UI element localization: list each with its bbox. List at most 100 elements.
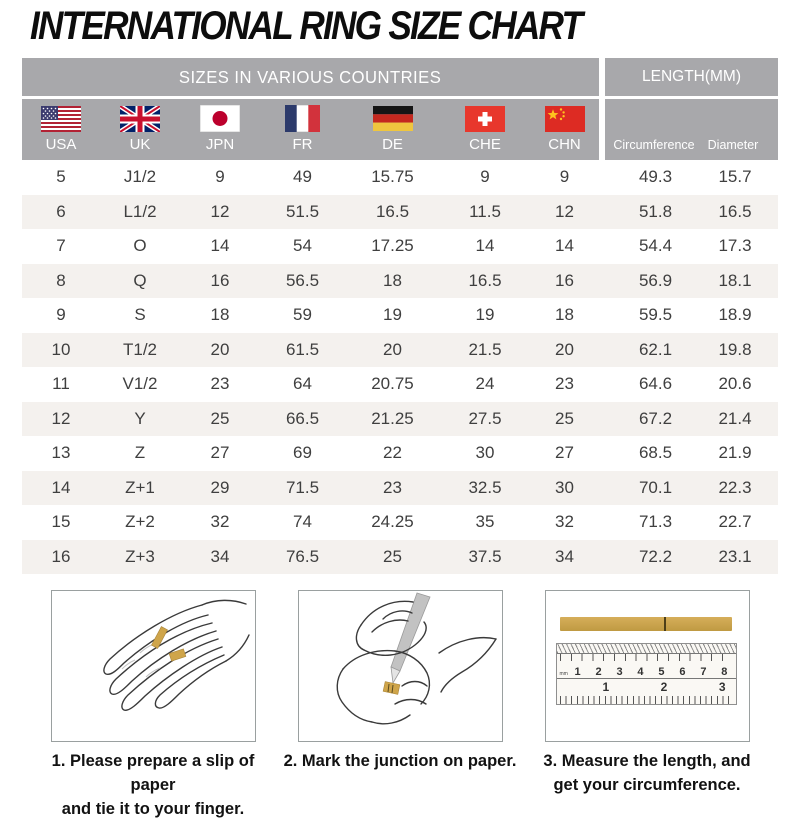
column-label-uk: UK [129,136,151,153]
column-header-de: DE [345,99,440,160]
caption-line: 1. Please prepare a slip of paper [51,752,255,794]
table-cell: 56.5 [285,270,320,290]
germany-flag-icon [372,105,413,132]
table-row: 6 L1/2 12 51.5 16.5 11.5 12 51.8 16.5 [22,194,778,229]
table-cell: 6 [56,201,66,221]
table-row: 16 Z+3 34 76.5 25 37.5 34 72.2 23.1 [22,539,778,574]
usa-flag-icon [41,105,81,132]
pen-marking-icon [336,592,497,725]
table-cell: 16.5 [468,270,502,290]
table-cell: 71.5 [285,477,320,497]
table-cell: 51.8 [638,201,673,221]
table-cell: 14 [475,236,495,255]
table-cell: 70.1 [638,477,673,497]
column-label-usa: USA [45,136,77,153]
table-cell: 25 [210,408,230,428]
header-divider [599,99,605,160]
ruler-cm-numbers: 1 2 3 4 5 6 7 8 [557,666,736,678]
caption-line: get your circumference. [553,775,741,794]
table-cell: 25 [383,546,402,566]
instruction-caption-3: 3. Measure the length, and get your circ… [543,750,750,798]
ruler-number: 2 [660,680,668,694]
table-row: 15 Z+2 32 74 24.25 35 32 71.3 22.7 [22,505,778,540]
table-cell: 34 [555,546,574,566]
column-label-jpn: JPN [205,136,235,153]
table-cell: 11.5 [469,201,501,221]
table-cell: 9 [559,167,570,186]
paper-strip [559,617,732,631]
table-cell: 8 [56,270,66,290]
instructions-section: 1. Please prepare a slip of paper and ti… [0,590,800,822]
table-cell: 66.5 [285,408,320,428]
ruler-number: 4 [637,666,644,678]
ring-size-table: SIZES IN VARIOUS COUNTRIES LENGTH(MM) [22,58,778,574]
table-cell: 32.5 [468,477,502,497]
ruler-number: 8 [721,666,728,678]
table-cell: 27 [210,443,230,462]
column-header-usa: USA [22,99,100,160]
table-cell: 22.7 [718,512,752,531]
group-header-sizes: SIZES IN VARIOUS COUNTRIES [22,58,599,96]
page-title: INTERNATIONAL RING SIZE CHART [30,4,583,48]
caption-line: 2. Mark the junction on paper. [283,752,517,770]
table-cell: 13 [51,443,71,462]
column-label-chn: CHN [548,136,581,153]
table-row: 5 J1/2 9 49 15.75 9 9 49.3 15.7 [22,160,778,195]
table-cell: 37.5 [468,546,502,566]
table-row: 13 Z 27 69 22 30 27 68.5 21.9 [22,436,778,471]
japan-flag-icon [200,105,240,132]
table-cell: 21.25 [371,408,414,428]
group-header-length: LENGTH(MM) [605,58,778,96]
table-row: 14 Z+1 29 71.5 23 32.5 30 70.1 22.3 [22,470,778,505]
ruler-number: 3 [616,666,623,678]
column-label-circumference: Circumference [613,138,695,152]
group-header-sizes-label: SIZES IN VARIOUS COUNTRIES [179,66,442,87]
table-cell: 23.1 [718,546,752,566]
table-cell: Y [134,408,146,428]
caption-line: and tie it to your finger. [61,799,245,818]
table-cell: 14 [51,477,71,497]
table-cell: 19 [475,305,495,324]
table-cell: 12 [51,408,71,428]
table-row: 8 Q 16 56.5 18 16.5 16 56.9 18.1 [22,263,778,298]
table-row: 7 O 14 54 17.25 14 14 54.4 17.3 [22,229,778,264]
column-header-uk: UK [100,99,180,160]
country-columns: USA UK [22,99,599,160]
table-cell: 15.75 [371,167,414,186]
column-header-row: USA UK [22,99,778,160]
table-cell: 34 [210,546,230,566]
table-cell: 21.5 [468,339,502,359]
table-cell: 16 [210,270,230,290]
table-cell: 20 [555,339,574,359]
france-flag-icon [285,105,320,132]
table-cell: 16 [555,270,574,290]
ruler-number: 2 [595,666,602,678]
column-header-fr: FR [260,99,345,160]
table-cell: 12 [555,201,574,221]
table-cell: 24.25 [371,512,414,531]
column-label-de: DE [382,136,403,153]
table-cell: 14 [210,236,230,255]
table-row: 12 Y 25 66.5 21.25 27.5 25 67.2 21.4 [22,401,778,436]
table-cell: 20 [210,339,230,359]
header-separator-line [22,96,778,99]
table-cell: 76.5 [285,546,320,566]
table-cell: 72.2 [638,546,673,566]
ruler-inch-numbers: 1 2 3 [557,680,736,694]
table-cell: 49.3 [638,167,673,186]
instruction-step-1: 1. Please prepare a slip of paper and ti… [30,590,276,822]
table-cell: 35 [475,512,495,531]
table-cell: 29 [210,477,230,497]
table-cell: 30 [555,477,574,497]
table-cell: 17.3 [718,236,752,255]
table-row: 11 V1/2 23 64 20.75 24 23 64.6 20.6 [22,367,778,402]
marking-paper-illustration [297,590,503,742]
table-cell: 25 [555,408,574,428]
hand-drawing-icon [102,599,250,711]
table-cell: 10 [51,339,71,359]
table-cell: 27.5 [468,408,502,428]
ruler-cm-scale: mm 1 2 3 4 5 6 7 8 [556,654,736,679]
